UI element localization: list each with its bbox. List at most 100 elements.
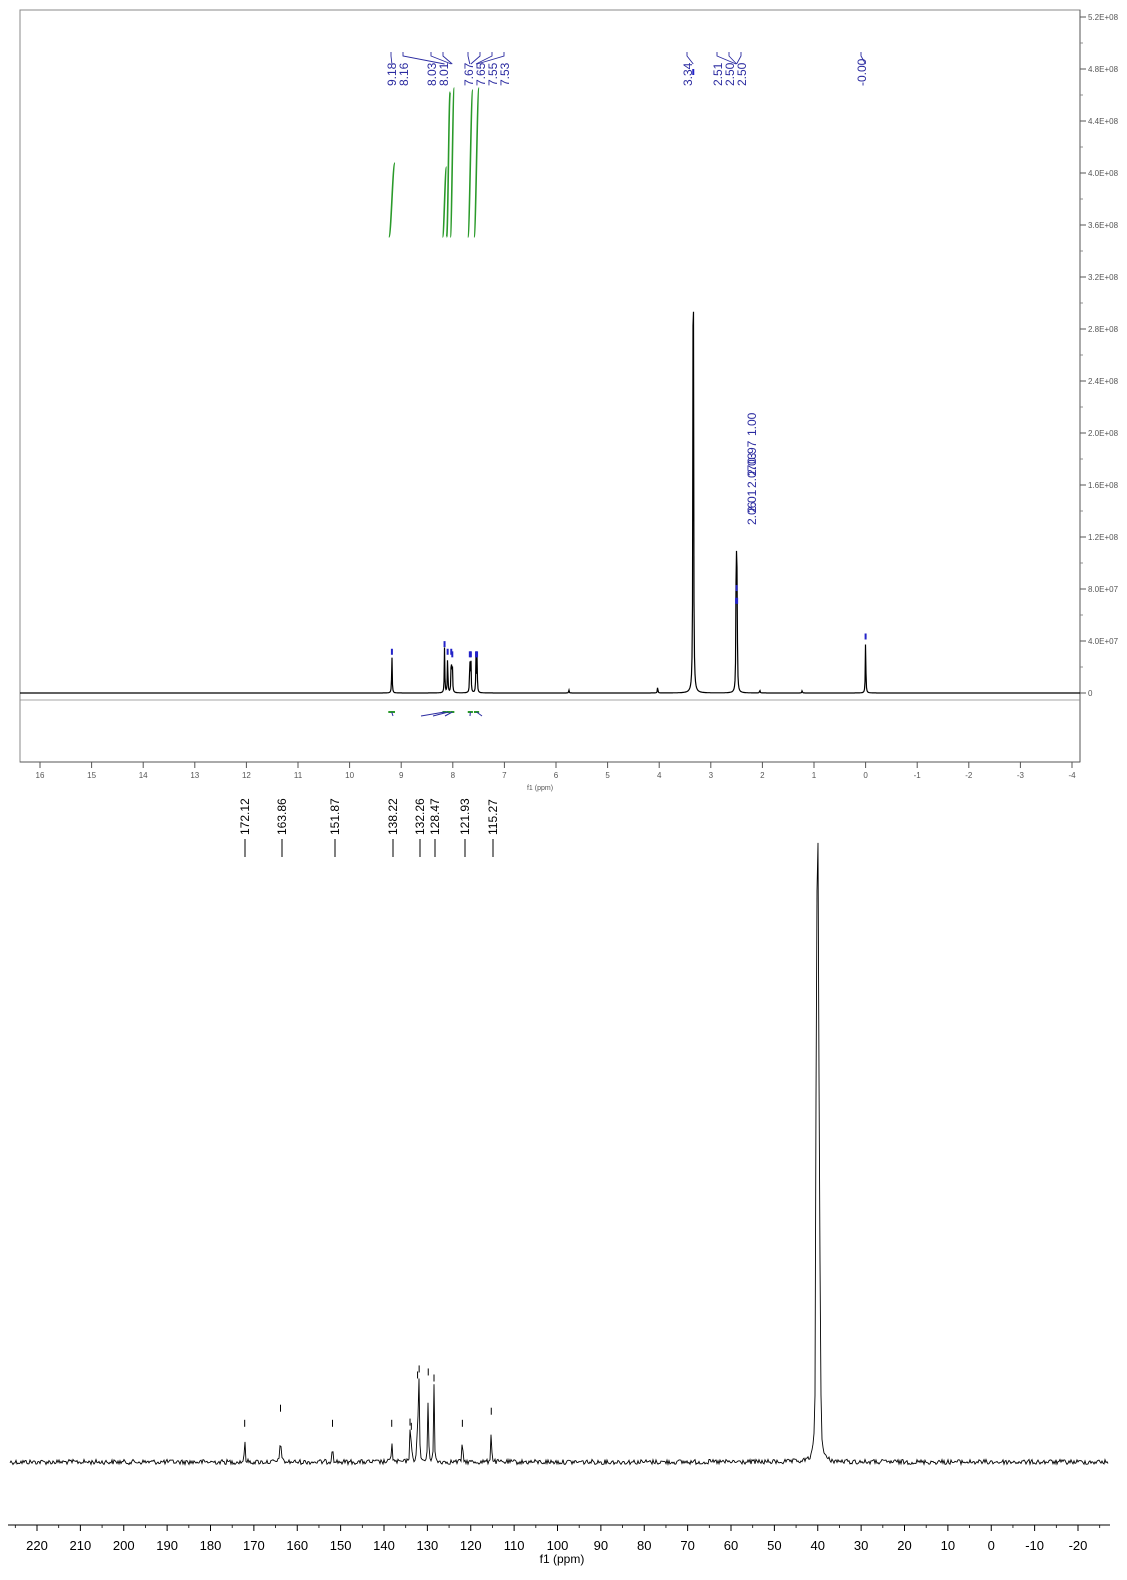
- h-integral-curve: [445, 91, 452, 238]
- h-peak-connector: [470, 52, 481, 65]
- h-peak-label: -0.00: [855, 58, 869, 86]
- h-peak-label: 8.03: [425, 62, 439, 86]
- h-x-axis: 16 15 14 13 12 11 10 9 8 7 6 5 4 3 2 1 0 -1 -2 -3 -4: [36, 762, 1076, 780]
- h-x-tick-label: 3: [709, 771, 714, 780]
- h-integral-curves: [388, 87, 480, 238]
- h-integral-label: 1.00: [745, 412, 759, 436]
- h-peak-label: 9.18: [385, 62, 399, 86]
- h-peak-connector: [736, 52, 742, 65]
- c-x-tick-label: 160: [286, 1538, 308, 1553]
- h-integral-curve: [388, 162, 396, 238]
- c-x-tick-label: 200: [113, 1538, 135, 1553]
- c-x-tick-label: 0: [988, 1538, 995, 1553]
- h-peak-label: 8.01: [437, 62, 451, 86]
- h-x-tick-label: 0: [863, 771, 868, 780]
- c-peak-label: 132.26: [413, 798, 427, 835]
- h-integral-curve: [449, 87, 456, 238]
- h-integral-connector: [391, 711, 394, 717]
- c-x-tick-label: 140: [373, 1538, 395, 1553]
- h-x-tick-label: 13: [190, 771, 199, 780]
- c-x-tick-label: 80: [637, 1538, 651, 1553]
- c-x-tick-label: 40: [811, 1538, 825, 1553]
- h-y-tick-label: 5.2E+08: [1088, 13, 1119, 22]
- c-x-tick-label: 150: [330, 1538, 352, 1553]
- h-peak-connector: [728, 52, 737, 65]
- c-x-axis: 220 210 200 190 180 170 160 150 140 130 120 110 100 9…: [14, 1525, 1101, 1553]
- h-integral-label: 2.06: [745, 501, 759, 525]
- h-x-axis-title: f1 (ppm): [527, 785, 553, 792]
- h-x-tick-label: 6: [554, 771, 559, 780]
- c-peak-label: 121.93: [458, 798, 472, 835]
- h-x-tick-label: 14: [139, 771, 148, 780]
- h-integral-labels: 1.00 0.972.032.072.012.06: [388, 412, 759, 717]
- c-x-tick-label: 10: [941, 1538, 955, 1553]
- h-x-tick-label: 1: [812, 771, 817, 780]
- h-x-tick-label: -1: [914, 771, 922, 780]
- c-x-tick-label: 60: [724, 1538, 738, 1553]
- h-peak-label: 7.65: [474, 62, 488, 86]
- c-x-tick-label: 30: [854, 1538, 868, 1553]
- c-x-tick-label: 20: [897, 1538, 911, 1553]
- c-peak-markers: [244, 1365, 492, 1430]
- h-peak-label: 7.53: [498, 62, 512, 86]
- h-peak-connector: [476, 52, 505, 65]
- h-peak-label: 2.50: [723, 62, 737, 86]
- h-peak-connector: [467, 52, 471, 65]
- c-x-tick-label: 180: [200, 1538, 222, 1553]
- h-y-tick-label: 4.4E+08: [1088, 117, 1119, 126]
- c-peak-label: 172.12: [238, 798, 252, 835]
- h-x-tick-label: -2: [965, 771, 973, 780]
- c-x-tick-label: 100: [547, 1538, 569, 1553]
- h-y-tick-label: 4.0E+07: [1088, 637, 1119, 646]
- h-integral-connector: [420, 711, 445, 717]
- c-x-tick-label: 170: [243, 1538, 265, 1553]
- c-peak-labels: 172.12 163.86 151.87 138.22 132.26 128.47 121.…: [238, 798, 500, 857]
- c-peak-label: 115.27: [486, 799, 500, 835]
- h-peak-connector: [390, 52, 393, 65]
- c-x-tick-label: -20: [1069, 1538, 1088, 1553]
- h-x-tick-label: 12: [242, 771, 251, 780]
- c-peak-label: 163.86: [275, 798, 289, 835]
- h-x-tick-label: 2: [760, 771, 765, 780]
- h-plot-frame: [19, 9, 1081, 763]
- h-peak-connector: [475, 52, 493, 65]
- h-spectrum-line: [20, 311, 1080, 694]
- h-y-tick-label: 4.0E+08: [1088, 169, 1119, 178]
- c-x-tick-label: 120: [460, 1538, 482, 1553]
- h-integral-curve: [466, 89, 474, 238]
- h-x-tick-label: 9: [399, 771, 404, 780]
- c-peak-label: 151.87: [328, 798, 342, 835]
- h-y-tick-label: 3.2E+08: [1088, 273, 1119, 282]
- h-peak-connector: [402, 52, 445, 65]
- h-x-tick-label: 8: [451, 771, 456, 780]
- h-y-tick-label: 2.0E+08: [1088, 429, 1119, 438]
- h-x-tick-label: -4: [1068, 771, 1076, 780]
- c-x-tick-label: 190: [156, 1538, 178, 1553]
- h-peak-label: 3.34: [681, 62, 695, 86]
- h-peak-connector: [716, 52, 737, 65]
- h-x-tick-label: 16: [36, 771, 45, 780]
- h-y-tick-label: 4.8E+08: [1088, 65, 1119, 74]
- h-peak-labels: 9.188.16 8.038.01 7.677.657.557.53 3.34 2.51…: [385, 52, 869, 86]
- h-peak-label: 7.67: [462, 62, 476, 86]
- h-integral-label: 0.97: [745, 440, 759, 464]
- h-integral-connector: [444, 711, 453, 717]
- h-x-tick-label: 4: [657, 771, 662, 780]
- h-peak-label: 2.51: [711, 62, 725, 86]
- h-y-tick-label: 8.0E+07: [1088, 585, 1119, 594]
- h-peak-connector: [860, 52, 866, 65]
- h-integral-label: 2.01: [745, 489, 759, 513]
- h-y-tick-label: 0: [1088, 689, 1093, 698]
- h-integral-curve: [473, 87, 480, 238]
- h-peak-label: 7.55: [486, 62, 500, 86]
- h-peak-label: 2.50: [735, 62, 749, 86]
- c-x-tick-label: 130: [417, 1538, 439, 1553]
- h-x-tick-label: -3: [1017, 771, 1025, 780]
- c-x-tick-label: 210: [70, 1538, 92, 1553]
- h-y-tick-label: 2.4E+08: [1088, 377, 1119, 386]
- c-x-axis-title: f1 (ppm): [540, 1552, 585, 1566]
- h-y-tick-label: 2.8E+08: [1088, 325, 1119, 334]
- c-x-tick-label: 70: [680, 1538, 694, 1553]
- h-integral-label: 2.07: [745, 464, 759, 488]
